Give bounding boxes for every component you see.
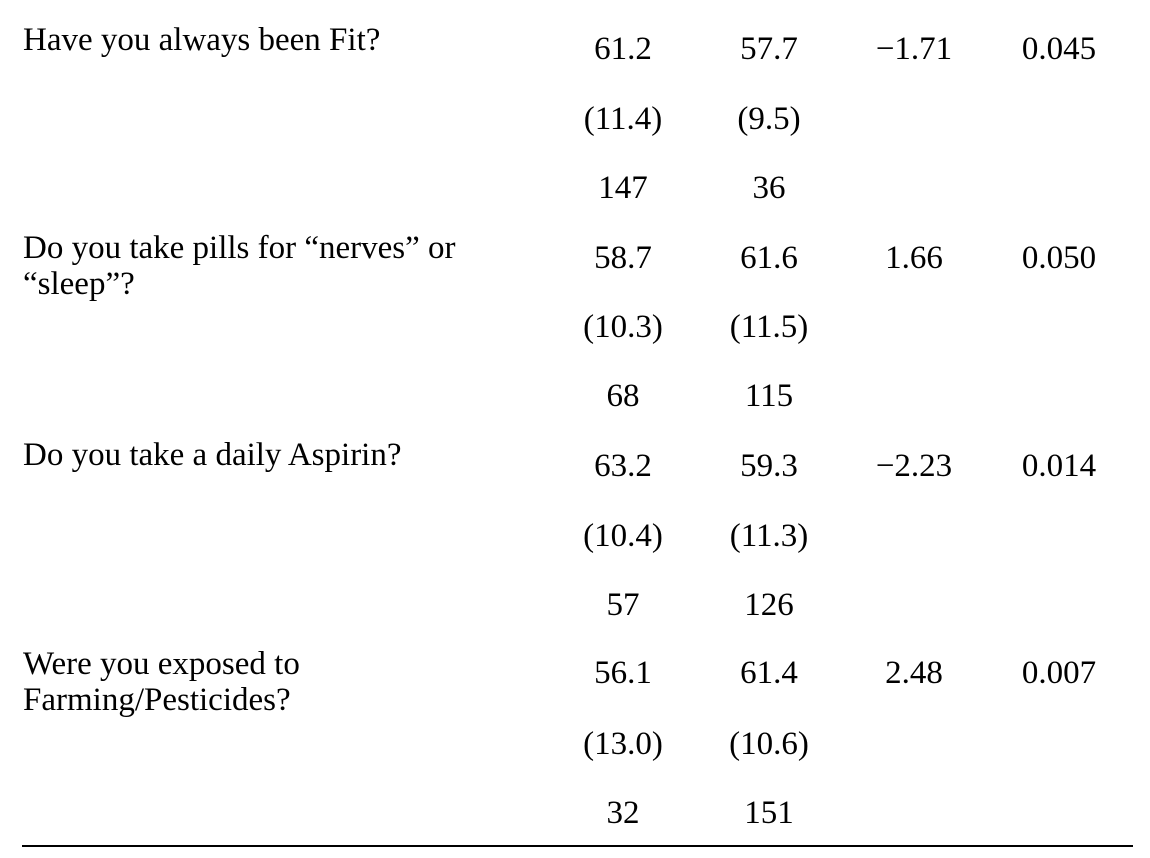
question-pills-nerves-sleep: Do you take pills for “nerves” or “sleep… — [23, 230, 456, 302]
n-group-1: 32 — [606, 795, 640, 831]
table-bottom-rule — [22, 845, 1133, 847]
p-value: 0.014 — [1021, 448, 1097, 484]
question-farming-pesticides: Were you exposed to Farming/Pesticides? — [23, 646, 300, 718]
p-value: 0.045 — [1021, 31, 1097, 67]
sd-group-2: (11.5) — [729, 309, 809, 345]
n-group-2: 126 — [744, 587, 794, 623]
test-statistic: −1.71 — [875, 31, 953, 67]
question-daily-aspirin: Do you take a daily Aspirin? — [23, 437, 402, 473]
test-statistic: 1.66 — [885, 240, 943, 276]
mean-group-2: 59.3 — [740, 448, 798, 484]
sd-group-1: (13.0) — [583, 726, 663, 762]
sd-group-2: (9.5) — [737, 101, 801, 137]
sd-group-1: (11.4) — [583, 101, 663, 137]
sd-group-1: (10.3) — [583, 309, 663, 345]
mean-group-1: 61.2 — [594, 31, 652, 67]
mean-group-1: 56.1 — [594, 655, 652, 691]
mean-group-1: 58.7 — [594, 240, 652, 276]
mean-group-1: 63.2 — [594, 448, 652, 484]
n-group-1: 68 — [606, 378, 640, 414]
question-always-fit: Have you always been Fit? — [23, 22, 381, 58]
n-group-2: 151 — [744, 795, 794, 831]
test-statistic: −2.23 — [875, 448, 953, 484]
n-group-2: 115 — [744, 378, 794, 414]
mean-group-2: 61.4 — [740, 655, 798, 691]
n-group-1: 147 — [598, 170, 648, 206]
mean-group-2: 57.7 — [740, 31, 798, 67]
sd-group-1: (10.4) — [583, 518, 663, 554]
sd-group-2: (11.3) — [729, 518, 809, 554]
p-value: 0.007 — [1021, 655, 1097, 691]
sd-group-2: (10.6) — [729, 726, 809, 762]
mean-group-2: 61.6 — [740, 240, 798, 276]
n-group-1: 57 — [606, 587, 640, 623]
p-value: 0.050 — [1021, 240, 1097, 276]
test-statistic: 2.48 — [885, 655, 943, 691]
n-group-2: 36 — [752, 170, 786, 206]
